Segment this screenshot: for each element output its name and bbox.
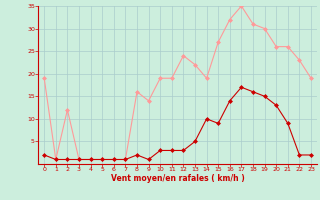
X-axis label: Vent moyen/en rafales ( km/h ): Vent moyen/en rafales ( km/h ) [111,174,244,183]
